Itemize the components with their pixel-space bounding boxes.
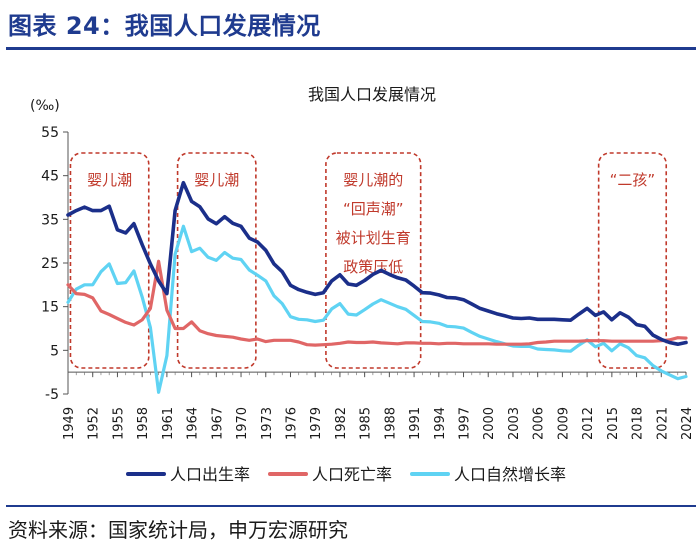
x-tick-label: 1988 — [383, 407, 398, 440]
y-tick-label: 35 — [41, 212, 59, 228]
x-tick-label: 1979 — [309, 407, 324, 440]
y-tick-label: 5 — [50, 343, 59, 359]
x-tick-label: 2006 — [532, 407, 547, 440]
annotation-box — [597, 152, 668, 369]
x-tick-label: 1952 — [87, 407, 102, 440]
x-tick-label: 1973 — [260, 407, 275, 440]
series-line-birth — [66, 180, 688, 347]
x-tick-label: 1985 — [359, 407, 374, 440]
y-axis-unit: (‰) — [30, 98, 60, 114]
x-tick-label: 2018 — [631, 407, 646, 440]
x-tick-label: 1970 — [235, 407, 250, 440]
series-line-death — [66, 259, 688, 347]
x-tick-label: 1949 — [62, 407, 77, 440]
annotation-label: 被计划生育 — [336, 229, 411, 247]
annotation-box — [176, 152, 257, 369]
y-tick-label: 15 — [41, 300, 59, 316]
x-tick-label: 1964 — [186, 407, 201, 440]
annotation-label: 婴儿潮的 — [343, 171, 403, 189]
x-tick-label: 2015 — [606, 407, 621, 440]
y-tick-label: 25 — [41, 256, 59, 272]
annotation-label: 婴儿潮 — [194, 171, 239, 189]
y-tick-label: 55 — [41, 125, 59, 141]
chart-title: 我国人口发展情况 — [308, 85, 436, 104]
x-tick-label: 2000 — [482, 407, 497, 440]
x-tick-label: 1991 — [408, 407, 423, 440]
annotation-label: 政策压低 — [343, 258, 403, 276]
legend-label: 人口自然增长率 — [454, 465, 566, 484]
x-tick-label: 1955 — [111, 407, 126, 440]
y-tick-label: -5 — [45, 387, 59, 403]
source-note: 资料来源：国家统计局，申万宏源研究 — [8, 518, 348, 542]
legend-label: 人口死亡率 — [312, 465, 392, 484]
x-tick-label: 2003 — [507, 407, 522, 440]
x-tick-label: 1967 — [210, 407, 225, 440]
x-tick-label: 1976 — [284, 407, 299, 440]
x-tick-label: 1994 — [433, 407, 448, 440]
annotation-label: 婴儿潮 — [87, 171, 132, 189]
x-tick-label: 2021 — [655, 407, 670, 440]
x-tick-label: 2024 — [680, 407, 695, 440]
title-rule — [6, 47, 696, 50]
annotation-label: “回声潮” — [343, 200, 404, 218]
x-tick-label: 2009 — [556, 407, 571, 440]
annotation-box — [325, 152, 422, 369]
population-chart: 我国人口发展情况 (‰) -5 5 15 25 35 45 55 1949 1952 1955 19… — [30, 85, 695, 484]
legend-label: 人口出生率 — [170, 465, 250, 484]
x-tick-label: 2012 — [581, 407, 596, 440]
x-tick-label: 1982 — [334, 407, 349, 440]
y-tick-label: 45 — [41, 169, 59, 185]
x-tick-label: 1958 — [136, 407, 151, 440]
annotation-label: “二孩” — [610, 171, 656, 189]
figure-title: 图表 24：我国人口发展情况 — [8, 12, 321, 40]
x-tick-label: 1997 — [458, 407, 473, 440]
x-tick-label: 1961 — [161, 407, 176, 440]
bottom-rule — [6, 505, 696, 507]
